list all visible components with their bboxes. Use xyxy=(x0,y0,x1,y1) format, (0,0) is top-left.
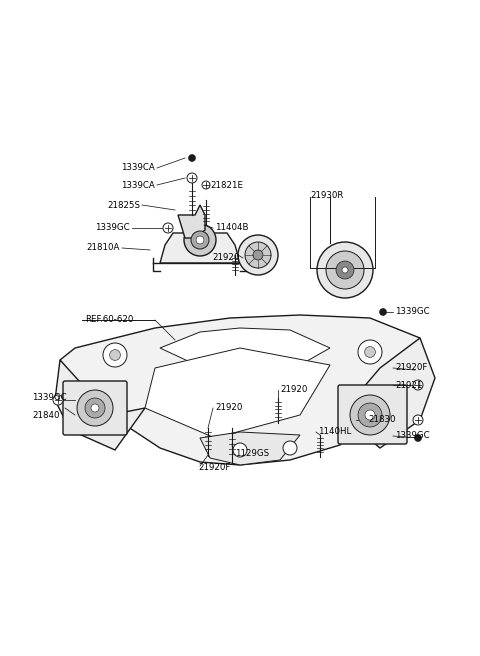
Circle shape xyxy=(317,242,373,298)
Text: 21821E: 21821E xyxy=(210,180,243,190)
Text: 1339GC: 1339GC xyxy=(395,432,430,440)
Text: 1339GC: 1339GC xyxy=(395,308,430,316)
Text: 21920F: 21920F xyxy=(395,363,427,373)
Circle shape xyxy=(53,395,63,405)
Circle shape xyxy=(283,441,297,455)
Circle shape xyxy=(365,346,375,358)
Text: 21920: 21920 xyxy=(215,403,242,413)
Circle shape xyxy=(233,443,247,457)
Circle shape xyxy=(85,398,105,418)
Circle shape xyxy=(191,231,209,249)
Text: 21920: 21920 xyxy=(280,386,307,394)
Polygon shape xyxy=(178,205,205,238)
Text: 21810A: 21810A xyxy=(86,243,120,253)
Text: 21921: 21921 xyxy=(395,380,422,390)
Circle shape xyxy=(163,223,173,233)
Circle shape xyxy=(253,250,263,260)
Circle shape xyxy=(342,267,348,273)
Circle shape xyxy=(238,235,278,275)
Circle shape xyxy=(91,404,99,412)
Text: REF.60-620: REF.60-620 xyxy=(85,316,133,325)
Text: 1339GC: 1339GC xyxy=(32,394,67,403)
Circle shape xyxy=(360,410,380,430)
Circle shape xyxy=(245,242,271,268)
Polygon shape xyxy=(60,315,420,465)
Text: 21930R: 21930R xyxy=(310,190,343,199)
Circle shape xyxy=(326,251,364,289)
Circle shape xyxy=(380,308,386,316)
Circle shape xyxy=(336,261,354,279)
Text: 1129GS: 1129GS xyxy=(235,449,269,457)
Circle shape xyxy=(413,380,423,390)
Circle shape xyxy=(358,403,382,427)
Polygon shape xyxy=(145,348,330,438)
Circle shape xyxy=(415,434,421,441)
Circle shape xyxy=(413,415,423,425)
Circle shape xyxy=(103,343,127,367)
Circle shape xyxy=(365,410,375,420)
Polygon shape xyxy=(340,338,435,448)
Text: 21825S: 21825S xyxy=(107,201,140,209)
Text: 21830: 21830 xyxy=(368,415,396,424)
Text: 21840: 21840 xyxy=(32,411,60,419)
Circle shape xyxy=(189,155,195,161)
Polygon shape xyxy=(55,360,145,450)
Polygon shape xyxy=(200,432,300,465)
Circle shape xyxy=(202,181,210,189)
Text: 21920F: 21920F xyxy=(198,464,230,472)
FancyBboxPatch shape xyxy=(338,385,407,444)
Text: 21920: 21920 xyxy=(213,253,240,262)
Text: 1339CA: 1339CA xyxy=(121,180,155,190)
Polygon shape xyxy=(160,328,330,368)
Polygon shape xyxy=(160,233,240,263)
Text: 1140HL: 1140HL xyxy=(318,428,351,436)
Circle shape xyxy=(365,415,374,424)
Circle shape xyxy=(358,340,382,364)
Circle shape xyxy=(184,224,216,256)
Circle shape xyxy=(77,390,113,426)
Circle shape xyxy=(110,415,120,424)
Text: 11404B: 11404B xyxy=(215,224,249,232)
Text: 1339GC: 1339GC xyxy=(96,224,130,232)
Circle shape xyxy=(187,173,197,183)
Circle shape xyxy=(350,395,390,435)
FancyBboxPatch shape xyxy=(63,381,127,435)
Text: 1339CA: 1339CA xyxy=(121,163,155,173)
Circle shape xyxy=(105,410,125,430)
Circle shape xyxy=(196,236,204,244)
Circle shape xyxy=(109,350,120,360)
